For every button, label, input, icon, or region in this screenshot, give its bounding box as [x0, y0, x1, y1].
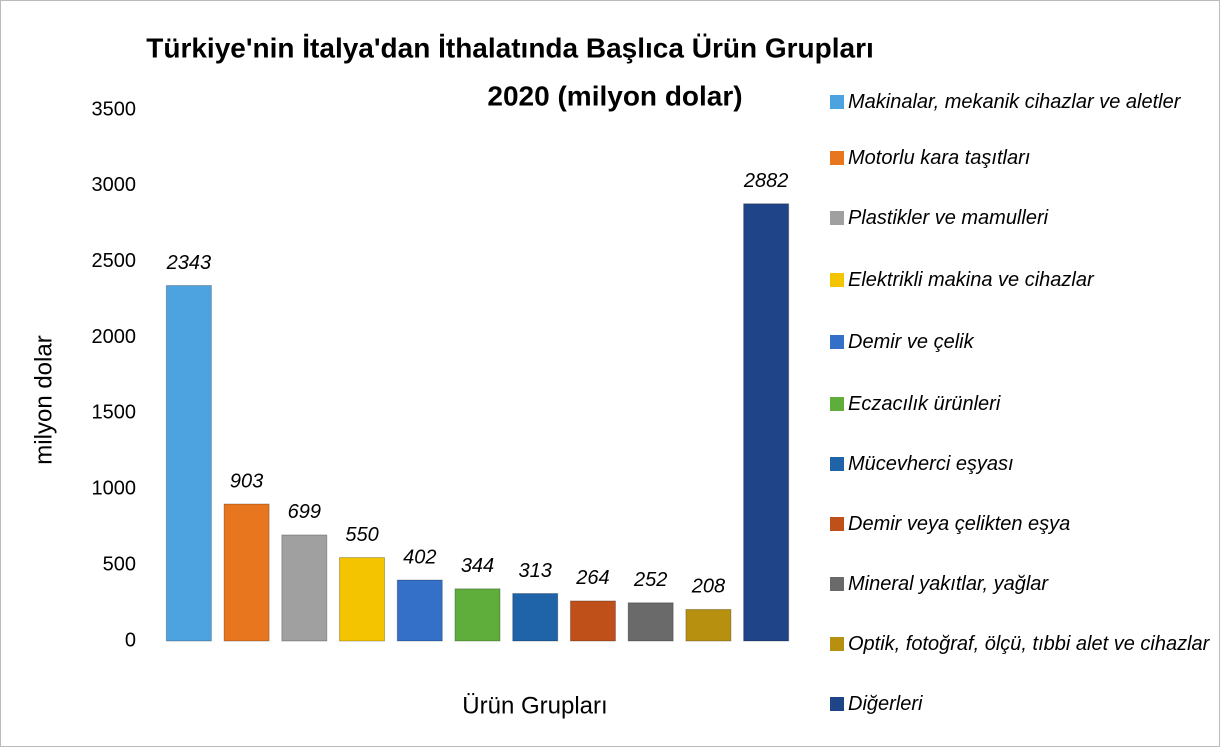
legend-label: Mineral yakıtlar, yağlar: [848, 573, 1049, 595]
bar: [454, 588, 501, 642]
legend-entry: Optik, fotoğraf, ölçü, tıbbi alet ve cih…: [830, 631, 1210, 658]
legend-label: Mücevherci eşyası: [848, 453, 1014, 475]
value-label: 903: [230, 470, 263, 492]
bar: [223, 503, 270, 642]
legend-entry: Mineral yakıtlar, yağlar: [830, 571, 1210, 598]
y-tick-label: 2000: [92, 326, 137, 348]
value-label: 264: [575, 567, 609, 589]
legend-label: Demir ve çelik: [848, 331, 974, 353]
bar: [743, 203, 790, 642]
legend-entry: Diğerleri: [830, 691, 1210, 718]
y-tick-label: 1000: [92, 478, 137, 500]
bar: [339, 557, 386, 642]
bar: [396, 579, 443, 642]
y-tick-label: 3500: [92, 98, 137, 120]
bar: [165, 285, 212, 642]
legend-swatch: [830, 457, 844, 471]
chart-subtitle: 2020 (milyon dolar): [487, 80, 742, 111]
bar: [512, 593, 559, 642]
x-axis-label: Ürün Grupları: [462, 692, 607, 719]
legend-entry: Mücevherci eşyası: [830, 451, 1210, 478]
value-label: 2343: [166, 252, 212, 274]
legend-entry: Motorlu kara taşıtları: [830, 145, 1210, 172]
legend-swatch: [830, 211, 844, 225]
legend-label: Plastikler ve mamulleri: [848, 207, 1049, 229]
legend-label: Eczacılık ürünleri: [848, 393, 1001, 415]
legend-label: Motorlu kara taşıtları: [848, 147, 1031, 169]
legend-entry: Plastikler ve mamulleri: [830, 205, 1210, 232]
bar: [627, 602, 674, 642]
legend-swatch: [830, 397, 844, 411]
legend-label: Elektrikli makina ve cihazlar: [848, 269, 1094, 291]
y-tick-label: 3000: [92, 174, 137, 196]
legend-label: Diğerleri: [848, 693, 923, 715]
value-label: 402: [403, 546, 436, 568]
value-label: 208: [691, 576, 725, 598]
legend-entry: Makinalar, mekanik cihazlar ve aletler: [830, 89, 1210, 116]
y-tick-label: 2500: [92, 250, 137, 272]
legend-swatch: [830, 273, 844, 287]
legend-entry: Eczacılık ürünleri: [830, 391, 1210, 418]
value-label: 313: [519, 560, 552, 582]
legend-entry: Demir veya çelikten eşya: [830, 511, 1210, 538]
legend-swatch: [830, 517, 844, 531]
y-tick-label: 0: [125, 629, 136, 651]
y-tick-label: 500: [103, 553, 136, 575]
legend-label: Makinalar, mekanik cihazlar ve aletler: [848, 91, 1181, 113]
value-label: 699: [288, 501, 321, 523]
y-axis-label: milyon dolar: [30, 335, 57, 464]
bar: [281, 534, 328, 642]
legend-swatch: [830, 637, 844, 651]
legend-entry: Demir ve çelik: [830, 329, 1210, 356]
bar: [569, 600, 616, 642]
bar: [685, 608, 732, 642]
value-label: 2882: [743, 170, 789, 192]
legend-entry: Elektrikli makina ve cihazlar: [830, 267, 1210, 294]
legend-swatch: [830, 697, 844, 711]
legend-swatch: [830, 95, 844, 109]
chart-title: Türkiye'nin İtalya'dan İthalatında Başlı…: [146, 32, 874, 63]
value-label: 550: [345, 524, 378, 546]
legend-label: Optik, fotoğraf, ölçü, tıbbi alet ve cih…: [848, 633, 1210, 655]
legend-swatch: [830, 577, 844, 591]
value-label: 252: [633, 569, 667, 591]
value-label: 344: [461, 555, 494, 577]
legend-swatch: [830, 151, 844, 165]
legend-label: Demir veya çelikten eşya: [848, 513, 1071, 535]
y-tick-label: 1500: [92, 402, 137, 424]
legend-swatch: [830, 335, 844, 349]
